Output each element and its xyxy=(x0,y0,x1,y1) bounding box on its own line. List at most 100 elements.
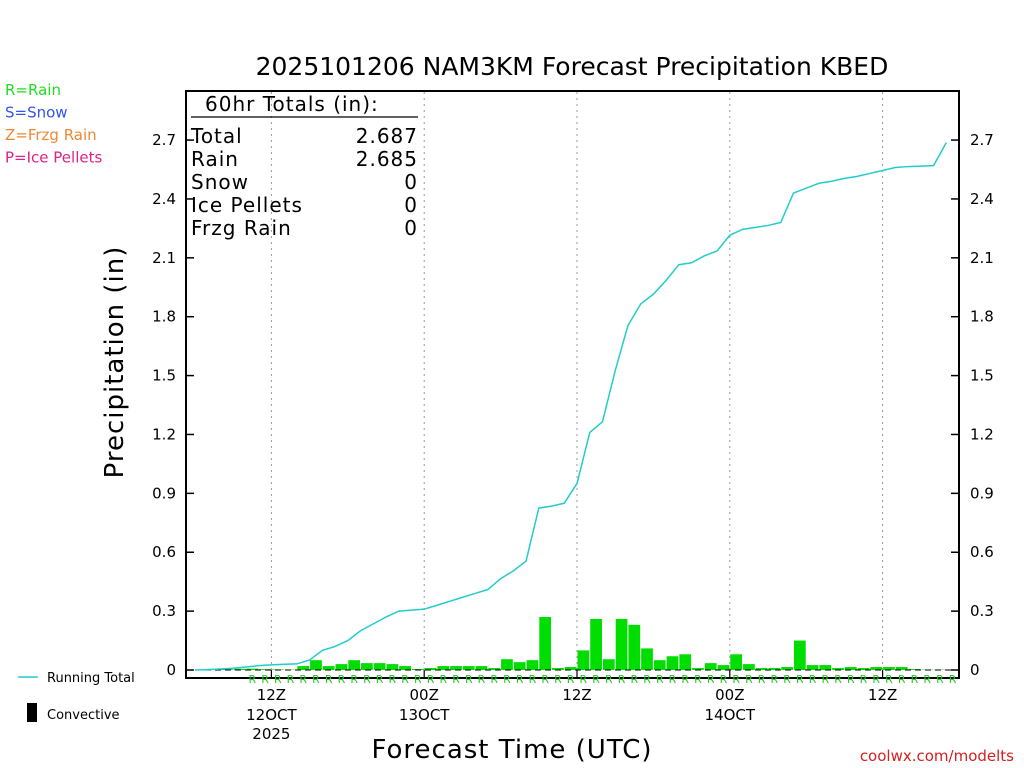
precip-type-mark: R xyxy=(860,673,868,686)
x-tick-label-time: 12Z xyxy=(868,686,897,704)
y-tick-label-left: 1.5 xyxy=(152,367,176,385)
precip-bar xyxy=(615,618,628,670)
totals-row-value: 2.685 xyxy=(356,147,418,171)
precip-bar xyxy=(793,640,806,670)
precip-type-mark: R xyxy=(389,673,397,686)
precip-type-mark: R xyxy=(630,673,638,686)
precip-type-mark: R xyxy=(605,673,613,686)
precip-type-mark: R xyxy=(363,673,371,686)
precip-bar xyxy=(679,654,692,670)
totals-row-value: 0 xyxy=(404,216,418,240)
totals-row-value: 2.687 xyxy=(356,124,418,148)
precip-bar xyxy=(653,660,666,670)
x-tick-label-date: 12OCT xyxy=(246,706,297,724)
x-tick-label-time: 12Z xyxy=(257,686,286,704)
convective-legend-label: Convective xyxy=(47,708,120,723)
x-axis-label: Forecast Time (UTC) xyxy=(371,735,652,765)
precip-bar xyxy=(488,668,501,670)
precip-type-mark: R xyxy=(834,673,842,686)
precip-type-mark: R xyxy=(656,673,664,686)
precip-type-mark: R xyxy=(809,673,817,686)
convective-legend-swatch xyxy=(27,703,37,722)
precip-bar xyxy=(513,662,526,670)
precip-type-mark: R xyxy=(681,673,689,686)
precip-type-mark: R xyxy=(669,673,677,686)
precip-bar xyxy=(310,660,322,670)
precip-type-mark: R xyxy=(338,673,346,686)
x-tick-label-time: 12Z xyxy=(562,686,591,704)
totals-row-label: Frzg Rain xyxy=(191,216,292,240)
totals-row-value: 0 xyxy=(404,170,418,194)
x-tick-label-date: 13OCT xyxy=(399,706,450,724)
precip-bar xyxy=(717,665,730,670)
credit-text: coolwx.com/modelts xyxy=(860,747,1014,765)
precip-type-mark: R xyxy=(745,673,753,686)
precip-type-mark: R xyxy=(758,673,766,686)
precip-type-mark: R xyxy=(516,673,524,686)
precip-type-mark: R xyxy=(898,673,906,686)
precip-type-mark: R xyxy=(350,673,358,686)
precip-bar xyxy=(755,668,768,670)
precip-type-mark: R xyxy=(274,673,282,686)
precip-type-mark: R xyxy=(465,673,473,686)
precip-bar xyxy=(297,666,310,670)
precip-bar xyxy=(832,668,844,670)
precip-type-legend-item: R=Rain xyxy=(5,81,61,99)
precip-type-mark: R xyxy=(401,673,409,686)
precip-type-mark: R xyxy=(325,673,333,686)
precip-bar xyxy=(743,664,755,670)
precip-bar xyxy=(335,664,348,670)
y-tick-label-right: 1.2 xyxy=(970,425,994,443)
y-tick-label-right: 2.4 xyxy=(970,190,994,208)
y-tick-label-left: 1.8 xyxy=(152,308,176,326)
y-tick-label-left: 0.6 xyxy=(152,543,176,561)
precip-bar xyxy=(819,665,832,670)
precip-bar xyxy=(666,656,679,670)
precip-bar xyxy=(348,660,361,670)
precip-type-mark: R xyxy=(554,673,562,686)
precip-bar xyxy=(386,664,399,670)
precip-bar xyxy=(692,668,704,670)
y-tick-label-right: 2.1 xyxy=(970,249,994,267)
y-tick-label-left: 0.9 xyxy=(152,484,176,502)
precip-bar xyxy=(641,648,653,670)
y-tick-label-left: 2.7 xyxy=(152,131,176,149)
precip-bar xyxy=(602,659,615,670)
running-total-line xyxy=(194,142,947,671)
vertical-gridlines xyxy=(270,92,884,677)
totals-row-value: 0 xyxy=(404,193,418,217)
hourly-precip-bars xyxy=(195,617,959,670)
precip-type-mark: R xyxy=(847,673,855,686)
precip-type-mark: R xyxy=(503,673,511,686)
y-tick-label-right: 0 xyxy=(970,661,980,679)
precip-type-mark: R xyxy=(439,673,447,686)
totals-row-label: Total xyxy=(190,124,243,148)
precip-bar xyxy=(437,666,450,670)
precip-bar xyxy=(450,666,462,670)
y-tick-label-right: 0.6 xyxy=(970,543,994,561)
precip-type-mark: R xyxy=(796,673,804,686)
precip-type-mark: R xyxy=(529,673,537,686)
precip-bar xyxy=(246,668,259,670)
precip-type-mark: R xyxy=(287,673,295,686)
precip-type-legend-item: P=Ice Pellets xyxy=(5,149,102,167)
precip-type-mark: R xyxy=(771,673,779,686)
running-total-legend-label: Running Total xyxy=(47,671,135,686)
y-tick-label-left: 0.3 xyxy=(152,602,176,620)
precip-bar xyxy=(806,665,819,670)
precip-bar xyxy=(590,618,602,670)
precip-bar xyxy=(730,654,743,670)
precip-type-mark: R xyxy=(618,673,626,686)
precip-type-mark: R xyxy=(592,673,600,686)
precip-type-mark: R xyxy=(707,673,715,686)
x-tick-label-time: 00Z xyxy=(715,686,744,704)
precip-type-mark: R xyxy=(414,673,422,686)
precip-bar xyxy=(361,663,373,670)
precip-bar xyxy=(539,617,552,670)
precip-bar xyxy=(628,624,641,670)
precip-type-mark: R xyxy=(923,673,931,686)
precip-bar xyxy=(462,666,475,670)
precip-bar xyxy=(373,663,386,670)
precip-type-mark: R xyxy=(312,673,320,686)
